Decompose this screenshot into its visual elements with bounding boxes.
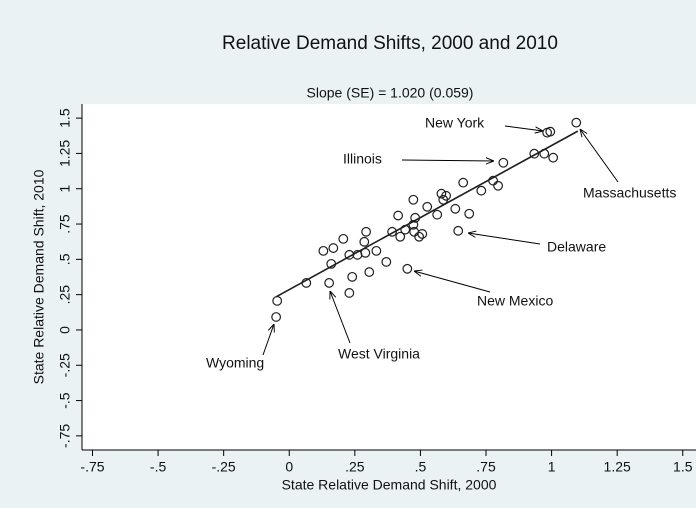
- point: [571, 117, 582, 128]
- chart-title: Relative Demand Shifts, 2000 and 2010: [222, 33, 558, 54]
- annotation: Wyoming: [206, 355, 264, 371]
- point: [464, 208, 475, 219]
- point: [347, 271, 358, 282]
- x-tick-label: 1.5: [673, 459, 693, 475]
- chart-subtitle: Slope (SE) = 1.020 (0.059): [307, 85, 474, 101]
- annotation: West Virginia: [338, 346, 420, 362]
- point: [458, 177, 469, 188]
- y-tick-label: 1.25: [57, 140, 73, 167]
- x-tick-label: 1.25: [604, 459, 631, 475]
- point: [361, 226, 372, 237]
- point: [328, 243, 339, 253]
- point: [387, 226, 397, 237]
- x-tick-label: .25: [345, 459, 365, 475]
- y-tick-label: -.75: [57, 424, 73, 448]
- annotation-arrow: [468, 233, 541, 245]
- y-tick-label: 1.5: [57, 108, 73, 128]
- y-axis-title: State Relative Demand Shift, 2010: [31, 169, 47, 384]
- y-tick-label: .5: [57, 253, 73, 265]
- point: [381, 256, 392, 267]
- y-tick-label: -.25: [57, 353, 73, 377]
- annotation: Massachusetts: [583, 185, 676, 201]
- point: [359, 236, 370, 247]
- point: [545, 126, 556, 137]
- point: [338, 233, 349, 244]
- annotation-arrow: [414, 271, 491, 293]
- annotation-arrow: [580, 129, 619, 183]
- point: [529, 148, 540, 159]
- point: [436, 188, 447, 199]
- point: [364, 267, 375, 277]
- annotation: New Mexico: [477, 293, 553, 309]
- annotation-arrow: [504, 125, 543, 131]
- y-tick-label: 1: [57, 185, 73, 193]
- point: [324, 278, 335, 288]
- point: [408, 194, 419, 205]
- point: [450, 203, 461, 214]
- annotation: Illinois: [343, 151, 382, 167]
- point: [408, 219, 419, 230]
- x-tick-label: -.25: [212, 459, 236, 475]
- point: [422, 201, 433, 212]
- y-tick-label: .75: [57, 214, 73, 234]
- point: [476, 185, 487, 196]
- point: [318, 245, 329, 256]
- point: [453, 225, 464, 236]
- point: [432, 209, 443, 220]
- point: [414, 231, 425, 242]
- annotation-arrow: [401, 160, 494, 161]
- plot-area: [82, 104, 696, 450]
- point: [417, 229, 428, 239]
- point: [271, 312, 282, 322]
- point: [548, 152, 559, 163]
- y-tick-label: 0: [57, 326, 73, 334]
- x-tick-label: -.75: [80, 459, 104, 475]
- point: [441, 190, 452, 201]
- annotation: New York: [425, 115, 485, 131]
- point: [344, 288, 355, 298]
- point: [371, 245, 382, 256]
- point: [498, 157, 509, 168]
- x-tick-label: 0: [285, 459, 293, 475]
- y-tick-label: -.5: [57, 392, 73, 409]
- x-tick-label: 1: [548, 459, 556, 475]
- x-axis-title: State Relative Demand Shift, 2000: [282, 477, 497, 493]
- x-tick-label: .5: [415, 459, 427, 475]
- annotation: Delaware: [547, 239, 606, 255]
- point: [393, 210, 404, 221]
- fit-line: [275, 130, 579, 298]
- annotation-arrow: [262, 324, 274, 356]
- x-tick-label: .75: [476, 459, 496, 475]
- point: [395, 231, 406, 242]
- annotation-arrow: [330, 291, 351, 344]
- point: [402, 263, 413, 274]
- point: [493, 180, 503, 191]
- y-tick-label: .25: [57, 285, 73, 305]
- x-tick-label: -.5: [150, 459, 167, 475]
